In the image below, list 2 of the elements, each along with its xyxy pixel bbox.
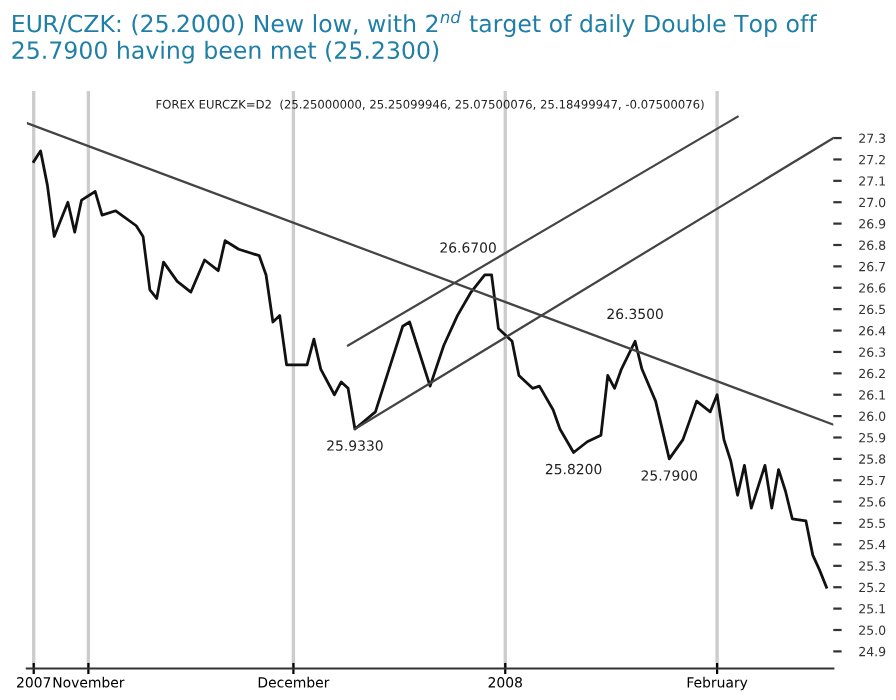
chart-title: EUR/CZK: (25.2000) New low, with 2$^{nd}$ target of daily Double Top off 25.7900 having been met (25.2300)	[12, 10, 818, 64]
line-series	[32, 149, 828, 589]
